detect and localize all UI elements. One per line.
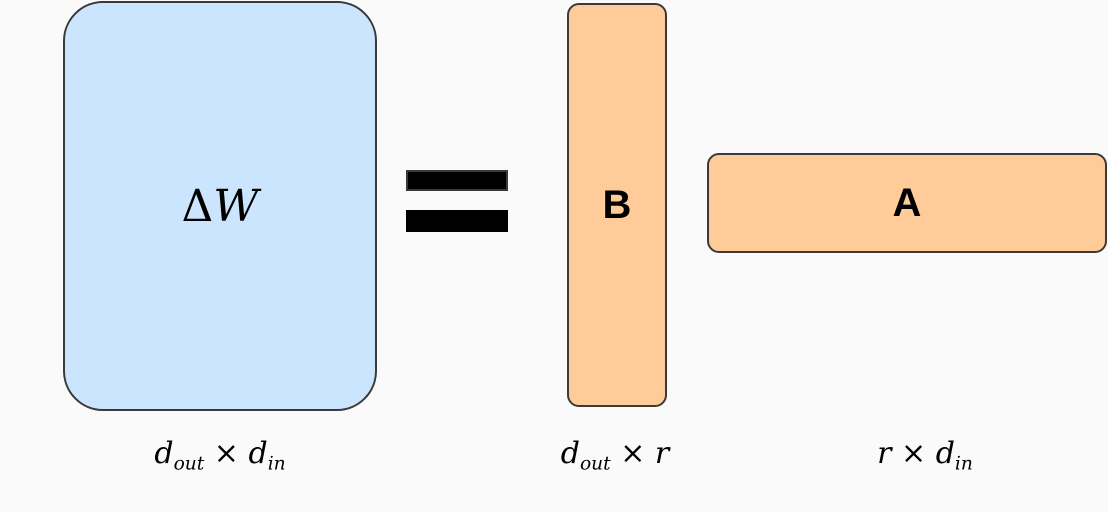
dim-cols: d xyxy=(935,436,955,471)
delta-w-matrix: ΔW xyxy=(63,1,377,411)
times-symbol: × xyxy=(901,436,927,471)
dim-cols: r xyxy=(654,436,670,471)
delta-w-label: ΔW xyxy=(181,181,258,232)
dim-cols-sub: in xyxy=(954,453,973,475)
dim-rows-sub: out xyxy=(173,453,205,475)
delta-w-dimension-label: dout × din xyxy=(100,436,340,486)
times-symbol: × xyxy=(620,436,646,471)
b-matrix: B xyxy=(567,3,667,407)
a-matrix: A xyxy=(707,153,1107,253)
dim-rows: d xyxy=(560,436,580,471)
delta-symbol: Δ xyxy=(181,180,214,232)
equals-icon-top-bar xyxy=(406,170,508,191)
a-matrix-label: A xyxy=(892,180,922,225)
dim-cols-sub: in xyxy=(267,453,286,475)
b-matrix-label: B xyxy=(602,182,632,227)
dim-rows: d xyxy=(154,436,174,471)
equals-icon-bottom-bar xyxy=(406,210,508,232)
times-symbol: × xyxy=(213,436,239,471)
b-dimension-label: dout × r xyxy=(495,436,735,486)
dim-cols: d xyxy=(248,436,268,471)
dim-rows: r xyxy=(877,436,892,471)
a-dimension-label: r × din xyxy=(805,436,1045,486)
dim-rows-sub: out xyxy=(579,453,611,475)
w-letter: W xyxy=(213,180,259,232)
